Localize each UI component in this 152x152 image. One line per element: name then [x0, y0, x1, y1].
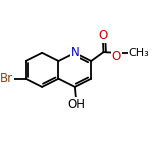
Text: O: O — [112, 50, 121, 63]
Text: OH: OH — [67, 98, 85, 111]
Text: CH₃: CH₃ — [129, 48, 149, 58]
Text: N: N — [71, 46, 79, 59]
Text: O: O — [98, 29, 107, 42]
Text: Br: Br — [0, 72, 13, 85]
